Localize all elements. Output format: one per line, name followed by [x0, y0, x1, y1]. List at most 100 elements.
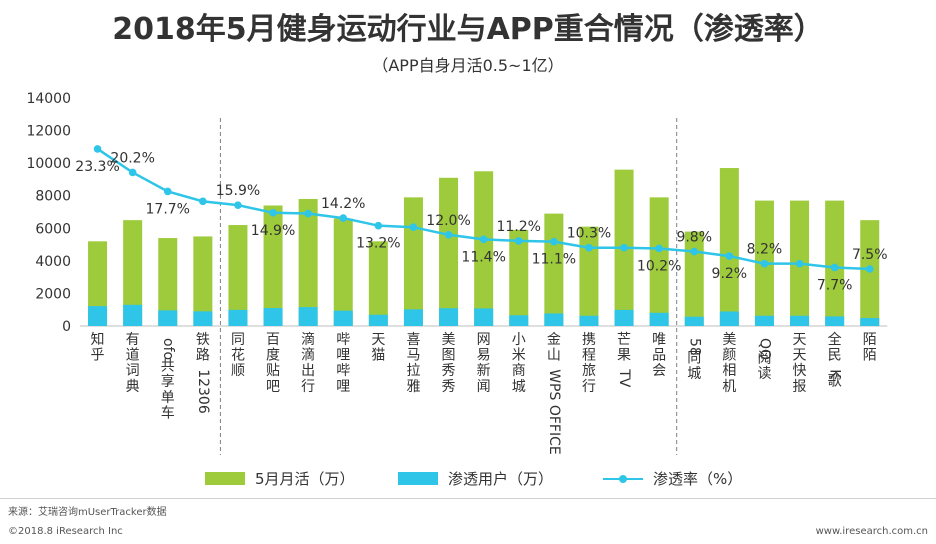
bar-penetration-users: [228, 309, 248, 326]
rate-data-label: 10.2%: [637, 258, 681, 274]
rate-point: [234, 201, 242, 209]
bar-monthly-active: [439, 177, 459, 326]
bars-monthly-active: [88, 168, 880, 326]
legend-label: 渗透率（%）: [653, 470, 743, 488]
x-category-label: 知乎: [91, 331, 105, 364]
rate-point: [795, 259, 804, 268]
bar-penetration-users: [158, 310, 178, 326]
x-category-label: 同城: [687, 350, 701, 382]
rate-data-label: 15.9%: [216, 183, 260, 199]
y-tick-label: 8000: [35, 189, 71, 205]
bar-monthly-active: [649, 197, 669, 326]
bar-penetration-users: [614, 309, 634, 326]
x-category-label: 芒果: [617, 332, 631, 364]
bar-monthly-active: [860, 220, 880, 326]
y-tick-label: 0: [62, 319, 71, 335]
group-dividers: [219, 118, 678, 455]
x-category-label: 滴滴出行: [301, 331, 315, 395]
x-category-label: 有道词典: [126, 332, 140, 395]
x-category-label-latin: TV: [616, 368, 632, 388]
bar-penetration-users: [790, 315, 810, 326]
rate-data-label: 9.8%: [676, 230, 712, 246]
rate-data-label: 12.0%: [426, 213, 470, 229]
bar-monthly-active: [719, 168, 739, 326]
x-category-label: 共享单车: [161, 359, 175, 422]
chart-subtitle: （APP自身月活0.5~1亿）: [372, 56, 564, 75]
bar-penetration-users: [509, 315, 529, 326]
x-category-label: 阅读: [757, 350, 771, 382]
rate-data-label: 17.7%: [146, 201, 190, 217]
rate-point: [304, 209, 312, 218]
x-category-label-latin: 12306: [195, 369, 211, 414]
rate-point: [760, 259, 769, 268]
legend-item-penetration-users: 渗透用户（万）: [398, 468, 553, 489]
x-category-label-latin: ofo: [160, 338, 176, 360]
bar-monthly-active: [158, 238, 178, 326]
rate-point: [93, 145, 102, 153]
y-axis: 0 2000 4000 6000 8000 10000 12000 14000: [26, 91, 888, 335]
x-category-label: 哔哩哔哩: [336, 332, 350, 395]
x-category-label: 金山: [547, 332, 561, 364]
rate-point: [655, 244, 663, 253]
legend-swatch-blue: [398, 472, 438, 485]
rate-point: [269, 208, 277, 217]
rate-point: [865, 265, 874, 273]
bar-monthly-active: [298, 198, 318, 326]
x-category-label: 陌陌: [863, 332, 877, 364]
rate-data-label: 7.7%: [817, 277, 853, 293]
bar-monthly-active: [193, 236, 213, 326]
bar-penetration-users: [298, 307, 318, 326]
bar-penetration-users: [719, 311, 739, 326]
rate-data-label: 8.2%: [747, 242, 783, 258]
x-category-label: 网易新闻: [477, 332, 491, 395]
rate-data-label: 23.3%: [75, 159, 119, 175]
bar-penetration-users: [544, 313, 564, 326]
bar-penetration-users: [193, 311, 213, 326]
rate-point: [585, 243, 593, 252]
rate-data-label: 11.4%: [461, 249, 505, 265]
bar-monthly-active: [263, 205, 283, 326]
rate-point: [444, 231, 453, 239]
rate-point: [374, 221, 383, 230]
rate-point: [479, 235, 488, 244]
rate-point: [409, 223, 418, 231]
rate-point: [725, 252, 734, 260]
copyright: ©2018.8 iResearch Inc: [8, 526, 123, 537]
bar-penetration-users: [368, 314, 388, 326]
x-axis-labels: 知乎 有道词典 共享单车 铁路 同花顺 百度贴吧 滴滴出行 哔哩哔哩 天猫 喜马拉雅 美图秀秀 网易新…: [91, 331, 877, 455]
rate-point: [550, 237, 558, 246]
x-category-label: 天天快报: [793, 332, 807, 395]
legend-label: 渗透用户（万）: [448, 470, 554, 488]
bar-penetration-users: [88, 306, 108, 326]
bar-monthly-active: [684, 231, 704, 326]
legend: 5月月活（万） 渗透用户（万） 渗透率（%）: [0, 468, 936, 492]
x-category-label: 天猫: [371, 332, 385, 364]
legend-item-monthly-active: 5月月活（万）: [205, 468, 355, 489]
rate-data-label: 20.2%: [110, 150, 154, 166]
bar-penetration-users: [474, 308, 494, 326]
y-tick-label: 6000: [35, 221, 71, 237]
rate-point: [128, 168, 137, 177]
y-tick-label: 2000: [35, 286, 71, 302]
x-category-label: 喜马拉雅: [406, 332, 420, 395]
legend-line-marker: [603, 473, 643, 485]
y-tick-label: 14000: [26, 91, 71, 107]
rate-line: 23.3%20.2% 17.7% 15.9% 14.9% 14.2% 13.2% 12.0%…: [75, 145, 888, 293]
bar-penetration-users: [684, 316, 704, 326]
y-tick-label: 12000: [26, 124, 71, 140]
rate-point: [163, 187, 172, 196]
x-category-label: 小米商城: [512, 332, 526, 395]
rate-data-label: 14.9%: [251, 223, 295, 239]
legend-swatch-green: [205, 472, 245, 485]
bar-penetration-users: [263, 308, 283, 326]
bar-monthly-active: [228, 225, 248, 326]
x-category-label: 铁路: [196, 332, 210, 364]
bar-monthly-active: [579, 226, 599, 326]
rate-point: [339, 214, 348, 222]
rate-data-label: 10.3%: [567, 226, 611, 242]
x-category-label-latin: 58: [686, 338, 702, 356]
y-tick-label: 10000: [26, 156, 71, 172]
bar-monthly-active: [123, 220, 143, 326]
rate-data-label: 9.2%: [712, 266, 748, 282]
bar-penetration-users: [825, 316, 845, 326]
